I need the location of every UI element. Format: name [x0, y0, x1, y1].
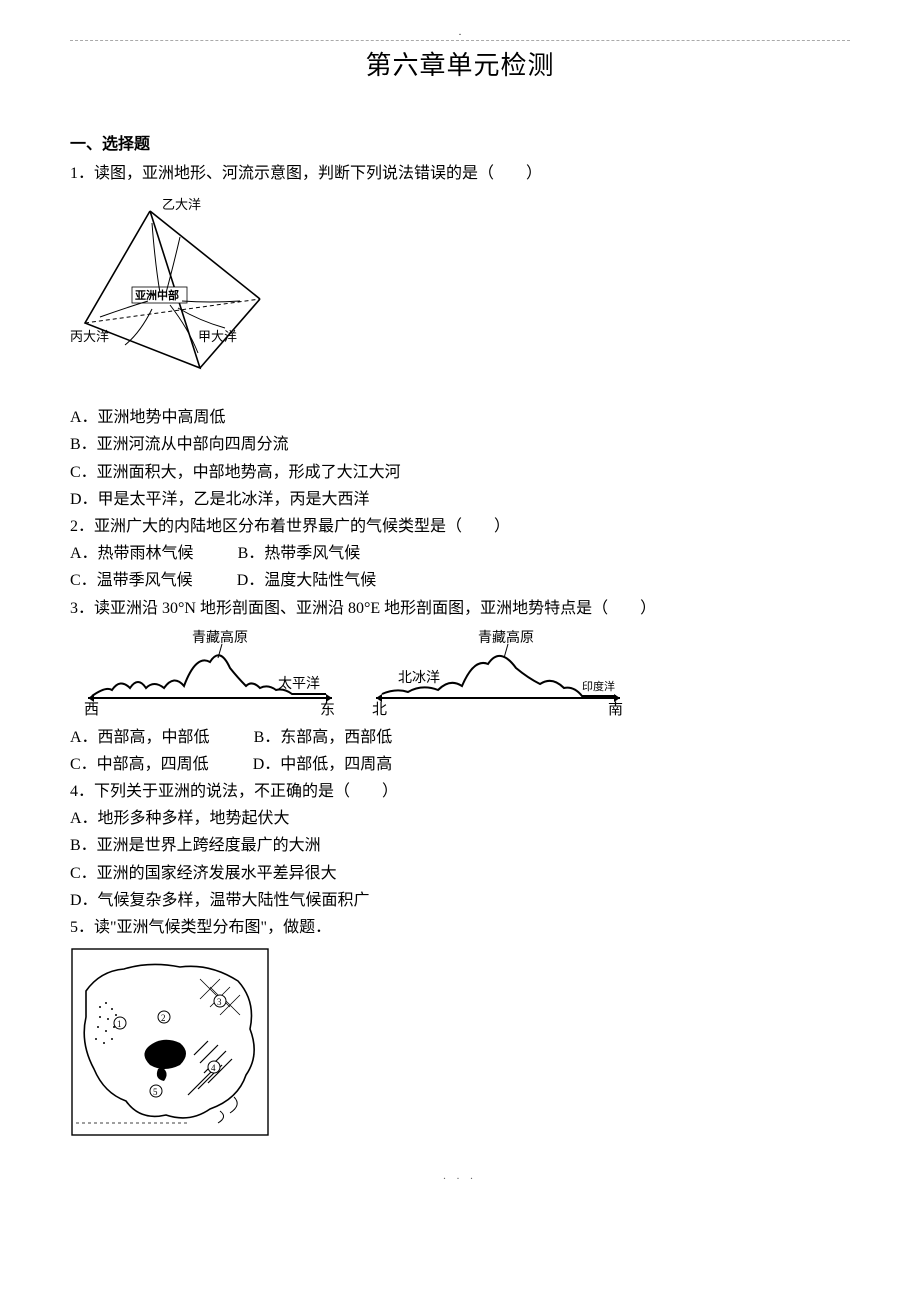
q4-option-a: A．地形多种多样，地势起伏大 [70, 805, 850, 832]
q1-option-d: D．甲是太平洋，乙是北冰洋，丙是大西洋 [70, 486, 850, 513]
q1-top-label: 乙大洋 [162, 197, 201, 212]
svg-text:1: 1 [117, 1019, 122, 1029]
svg-text:太平洋: 太平洋 [278, 676, 320, 692]
svg-text:南: 南 [608, 701, 623, 718]
svg-text:北: 北 [372, 701, 387, 718]
page-title: 第六章单元检测 [70, 45, 850, 82]
q5-stem: 5．读"亚洲气候类型分布图"，做题． [70, 914, 850, 941]
q1-option-c: C．亚洲面积大，中部地势高，形成了大江大河 [70, 459, 850, 486]
q4-option-d: D．气候复杂多样，温带大陆性气候面积广 [70, 887, 850, 914]
q5-figure: 1 2 3 4 5 [70, 947, 850, 1142]
svg-text:印度洋: 印度洋 [582, 679, 615, 693]
q2-stem: 2．亚洲广大的内陆地区分布着世界最广的气候类型是（ ） [70, 513, 850, 540]
svg-text:青藏高原: 青藏高原 [192, 629, 248, 646]
q4-option-c: C．亚洲的国家经济发展水平差异很大 [70, 860, 850, 887]
q1-center-label: 亚洲中部 [135, 288, 179, 302]
q2-option-d: D．温度大陆性气候 [237, 567, 377, 594]
q1-figure: 亚洲中部 乙大洋 丙大洋 甲大洋 [70, 193, 850, 398]
q1-option-b: B．亚洲河流从中部向四周分流 [70, 431, 850, 458]
q2-option-c: C．温带季风气候 [70, 567, 193, 594]
q3-option-b: B．东部高，西部低 [254, 724, 393, 751]
q3-figure-2: 青藏高原 北冰洋 印度洋 北 南 [368, 628, 628, 718]
q4-stem: 4．下列关于亚洲的说法，不正确的是（ ） [70, 778, 850, 805]
section-heading: 一、选择题 [70, 130, 850, 154]
q1-right-label: 甲大洋 [198, 329, 237, 344]
q1-left-label: 丙大洋 [70, 329, 109, 344]
page: . 第六章单元检测 一、选择题 1．读图，亚洲地形、河流示意图，判断下列说法错误… [0, 0, 920, 1300]
q3-figure-1: 青藏高原 太平洋 西 东 [80, 628, 340, 718]
q3-stem: 3．读亚洲沿 30°N 地形剖面图、亚洲沿 80°E 地形剖面图，亚洲地势特点是… [70, 595, 850, 622]
q3-options-row2: C．中部高，四周低 D．中部低，四周高 [70, 751, 850, 778]
q4-option-b: B．亚洲是世界上跨经度最广的大洲 [70, 832, 850, 859]
svg-text:4: 4 [211, 1063, 216, 1073]
q3-option-a: A．西部高，中部低 [70, 724, 210, 751]
q3-options-row1: A．西部高，中部低 B．东部高，西部低 [70, 724, 850, 751]
svg-text:3: 3 [217, 997, 222, 1007]
q2-option-b: B．热带季风气候 [238, 540, 361, 567]
svg-text:西: 西 [84, 702, 99, 718]
svg-text:东: 东 [320, 701, 335, 718]
q1-stem: 1．读图，亚洲地形、河流示意图，判断下列说法错误的是（ ） [70, 160, 850, 187]
top-rule [70, 40, 850, 41]
q1-option-a: A．亚洲地势中高周低 [70, 404, 850, 431]
svg-text:北冰洋: 北冰洋 [398, 670, 440, 686]
q2-options-row1: A．热带雨林气候 B．热带季风气候 [70, 540, 850, 567]
svg-text:青藏高原: 青藏高原 [478, 629, 534, 646]
svg-text:2: 2 [161, 1013, 166, 1023]
q3-option-d: D．中部低，四周高 [253, 751, 393, 778]
q3-figures: 青藏高原 太平洋 西 东 青藏高原 北冰洋 印度洋 北 南 [80, 628, 850, 718]
top-mark: . [70, 29, 850, 35]
footer-dots: . . . [70, 1170, 850, 1182]
q2-options-row2: C．温带季风气候 D．温度大陆性气候 [70, 567, 850, 594]
q3-option-c: C．中部高，四周低 [70, 751, 209, 778]
q2-option-a: A．热带雨林气候 [70, 540, 194, 567]
svg-text:5: 5 [153, 1087, 158, 1097]
